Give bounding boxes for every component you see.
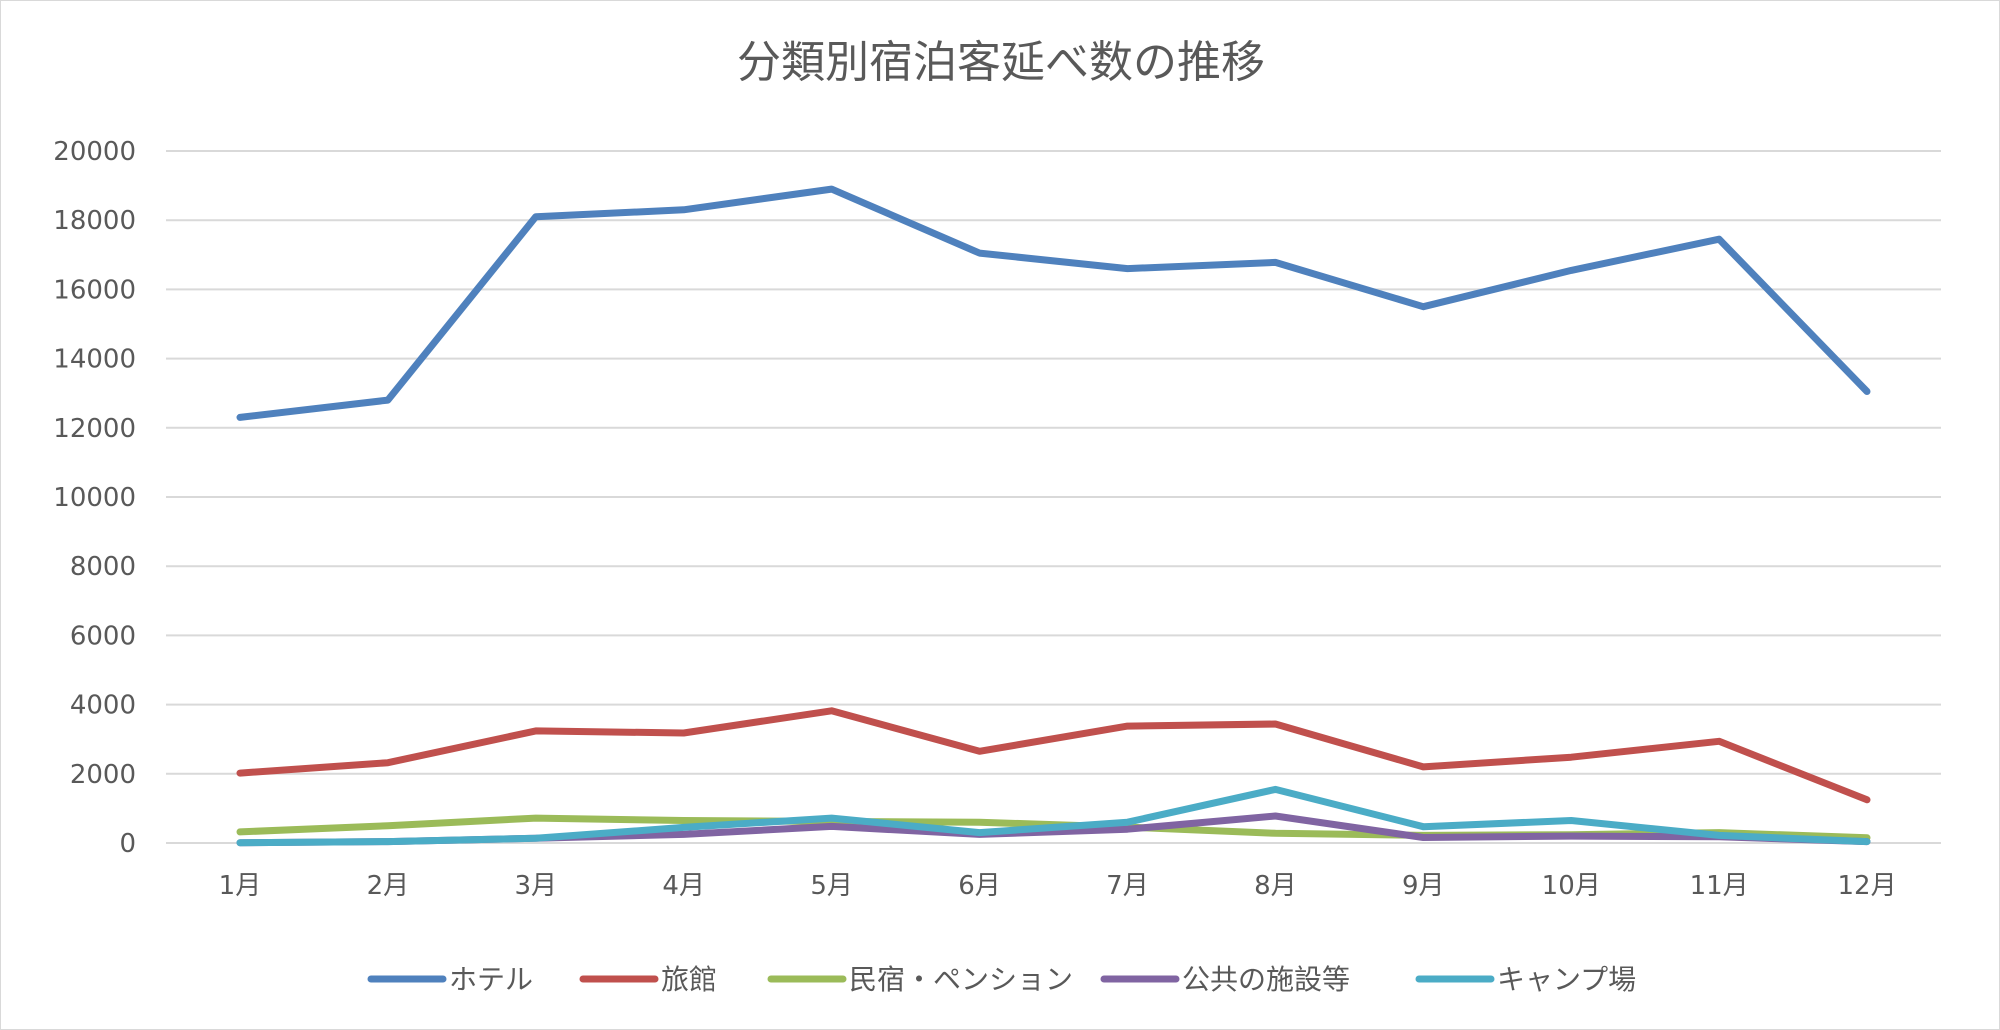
legend-item: 民宿・ペンション (767, 963, 1073, 996)
series-line-2 (236, 707, 1871, 804)
x-axis-ticks: 1月 2月 3月 4月 5月 6月 7月 8月 9月 10月 11月 12月 (219, 871, 1897, 901)
y-tick-label: 2000 (70, 760, 136, 790)
gridlines (166, 150, 1941, 844)
y-tick-label: 16000 (53, 275, 136, 305)
legend: ホテル 旅館 民宿・ペンション 公共の施設等 キャンプ場 (367, 963, 1636, 996)
legend-label: キャンプ場 (1497, 963, 1636, 996)
x-tick-label: 1月 (219, 871, 262, 901)
series-line-5 (236, 785, 1871, 847)
chart-title: 分類別宿泊客延べ数の推移 (737, 37, 1265, 88)
x-tick-label: 2月 (367, 871, 410, 901)
y-tick-label: 8000 (70, 552, 136, 582)
legend-item: 公共の施設等 (1100, 963, 1350, 996)
y-tick-label: 6000 (70, 621, 136, 651)
x-tick-label: 5月 (810, 871, 853, 901)
x-tick-label: 4月 (662, 871, 705, 901)
x-tick-label: 7月 (1106, 871, 1149, 901)
y-tick-label: 20000 (53, 137, 136, 167)
x-tick-label: 12月 (1837, 871, 1896, 901)
y-tick-label: 0 (119, 829, 136, 859)
y-tick-label: 4000 (70, 691, 136, 721)
x-tick-label: 3月 (515, 871, 558, 901)
y-tick-label: 10000 (53, 483, 136, 513)
legend-label: 公共の施設等 (1182, 963, 1350, 996)
series-line-1 (236, 185, 1871, 421)
x-tick-label: 6月 (958, 871, 1001, 901)
y-tick-label: 14000 (53, 345, 136, 375)
legend-label: 民宿・ペンション (849, 963, 1073, 996)
legend-item: キャンプ場 (1415, 963, 1636, 996)
x-tick-label: 10月 (1542, 871, 1601, 901)
x-tick-label: 8月 (1254, 871, 1297, 901)
legend-item: ホテル (367, 963, 533, 996)
x-tick-label: 11月 (1690, 871, 1749, 901)
y-tick-label: 18000 (53, 206, 136, 236)
y-tick-label: 12000 (53, 414, 136, 444)
y-axis-ticks: 0 2000 4000 6000 8000 10000 12000 14000 16000 180… (53, 137, 136, 859)
legend-item: 旅館 (579, 963, 717, 996)
series-lines (236, 185, 1871, 847)
x-tick-label: 9月 (1402, 871, 1445, 901)
legend-label: ホテル (449, 963, 533, 996)
legend-label: 旅館 (661, 963, 717, 996)
